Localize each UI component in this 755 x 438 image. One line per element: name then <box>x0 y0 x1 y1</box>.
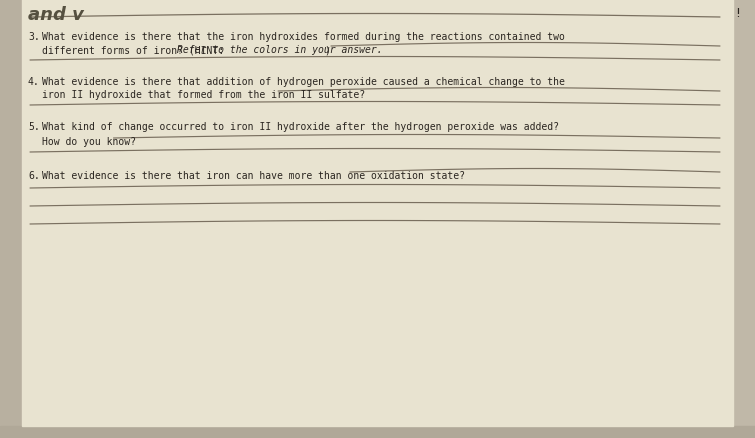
Text: 6.: 6. <box>28 171 40 180</box>
Text: different forms of iron? (HINT:: different forms of iron? (HINT: <box>42 45 230 55</box>
Text: 4.: 4. <box>28 77 40 87</box>
Bar <box>0 426 755 438</box>
Text: What evidence is there that iron can have more than one oxidation state?: What evidence is there that iron can hav… <box>42 171 465 180</box>
Text: Refer to the colors in your answer.: Refer to the colors in your answer. <box>177 45 383 55</box>
Text: How do you know?: How do you know? <box>42 137 136 147</box>
Bar <box>0 0 22 438</box>
Text: !: ! <box>735 7 740 20</box>
Text: 3.: 3. <box>28 32 40 42</box>
Text: iron II hydroxide that formed from the iron II sulfate?: iron II hydroxide that formed from the i… <box>42 90 365 100</box>
Text: What evidence is there that the iron hydroxides formed during the reactions cont: What evidence is there that the iron hyd… <box>42 32 565 42</box>
Bar <box>733 0 755 438</box>
Text: What evidence is there that addition of hydrogen peroxide caused a chemical chan: What evidence is there that addition of … <box>42 77 565 87</box>
Text: ): ) <box>325 45 331 55</box>
Text: What kind of change occurred to iron II hydroxide after the hydrogen peroxide wa: What kind of change occurred to iron II … <box>42 122 559 132</box>
Text: 5.: 5. <box>28 122 40 132</box>
Text: and v: and v <box>28 6 84 24</box>
